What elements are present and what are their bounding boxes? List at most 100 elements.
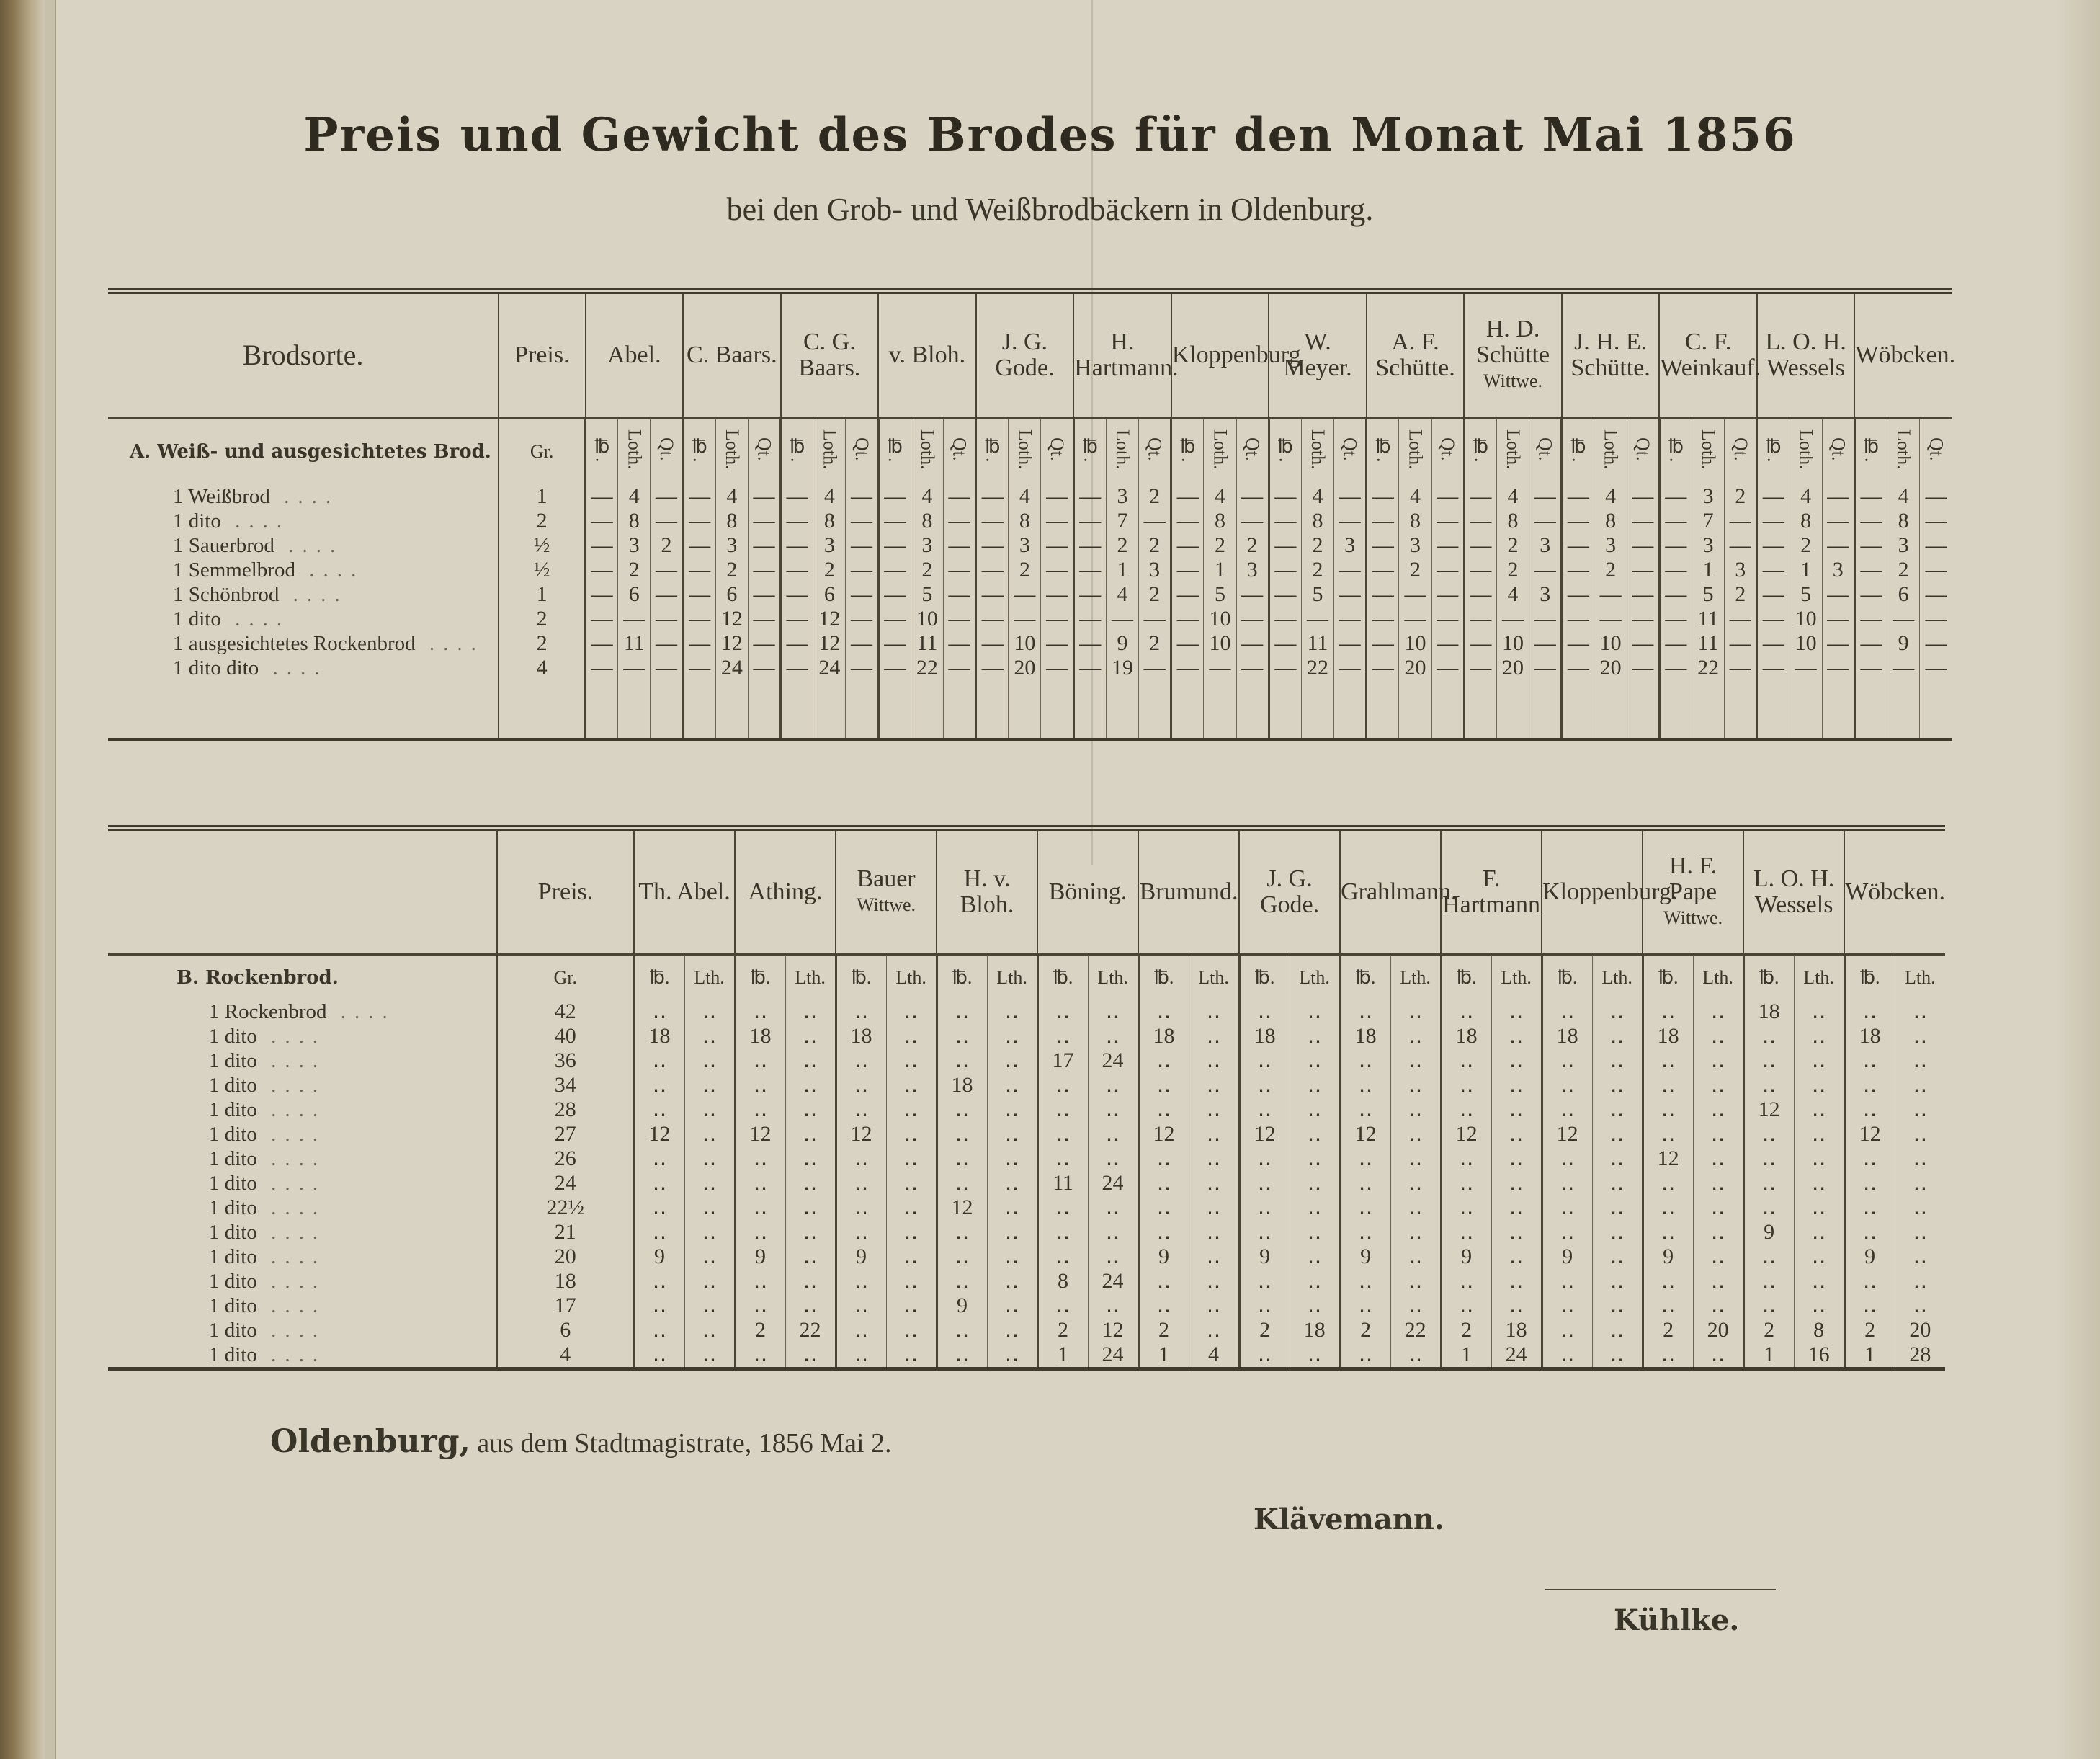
baker-header: F. Hartmann	[1440, 828, 1542, 956]
bread-price: 40	[496, 1024, 634, 1048]
weight-loth: 11	[1300, 631, 1334, 656]
weight-pfund: —	[584, 558, 618, 582]
baker-header: Wöbcken.	[1854, 291, 1955, 419]
weight-pfund: —	[1072, 509, 1107, 533]
weight-pfund: ‥	[1137, 1269, 1189, 1293]
unit-qt: Qt.	[1138, 418, 1171, 484]
weight-pfund: ‥	[1742, 1171, 1795, 1195]
weight-qt: —	[942, 656, 976, 680]
weight-loth: ‥	[1692, 1171, 1744, 1195]
weight-loth: ‥	[1591, 1293, 1643, 1318]
weight-pfund: ‥	[1540, 999, 1593, 1024]
weight-loth: 5	[910, 582, 944, 607]
weight-pfund: ‥	[1137, 1048, 1189, 1073]
weight-loth: ‥	[986, 1342, 1038, 1369]
weight-pfund: 18	[1843, 1024, 1895, 1048]
weight-qt: —	[1529, 558, 1562, 582]
unit-qt: Qt.	[1333, 418, 1367, 484]
weight-qt: —	[1040, 582, 1074, 607]
table-row: 1 dito .... 2—8— —8— —8— —8— —8— —7— —8— —8— —8— —…	[108, 509, 1952, 533]
weight-qt: —	[1040, 656, 1074, 680]
weight-pfund: ‥	[935, 1220, 988, 1244]
weight-loth: ‥	[1188, 1097, 1240, 1122]
weight-pfund: —	[1658, 558, 1692, 582]
weight-loth: ‥	[1894, 1122, 1946, 1146]
weight-loth: 1	[1203, 558, 1237, 582]
weight-pfund: 18	[1641, 1024, 1694, 1048]
weight-pfund: —	[584, 631, 618, 656]
weight-pfund: —	[1658, 582, 1692, 607]
weight-loth: ‥	[1491, 1073, 1542, 1097]
weight-qt: —	[1821, 509, 1855, 533]
bread-name: dito	[224, 1049, 257, 1072]
unit-label: Qt.	[1730, 437, 1751, 461]
bread-type: 1 dito ....	[108, 1146, 497, 1171]
weight-loth: ‥	[1591, 1122, 1643, 1146]
weight-pfund: —	[975, 607, 1009, 631]
weight-pfund: —	[1072, 533, 1107, 558]
weight-loth: —	[1398, 582, 1432, 607]
bread-count: 1	[209, 1172, 220, 1195]
unit-label: Loth.	[1014, 429, 1036, 470]
weight-pfund: —	[877, 607, 911, 631]
weight-pfund: ‥	[1238, 1146, 1290, 1171]
weight-loth: 4	[1300, 484, 1334, 509]
weight-pfund: ‥	[1238, 1293, 1290, 1318]
weight-pfund: ‥	[733, 1342, 786, 1369]
weight-qt: —	[1431, 533, 1465, 558]
weight-pfund: —	[1560, 656, 1594, 680]
bread-name: dito	[224, 1172, 257, 1195]
bread-price: 6	[496, 1318, 634, 1342]
weight-loth: ‥	[785, 1122, 836, 1146]
weight-loth: 18	[1289, 1318, 1341, 1342]
bread-count: 1	[173, 558, 184, 582]
unit-pfund: ℔.	[1560, 418, 1594, 484]
weight-loth: ‥	[785, 1171, 836, 1195]
weight-pfund: ‥	[1742, 1024, 1795, 1048]
weight-loth: 1	[1789, 558, 1823, 582]
weight-loth: 22	[910, 656, 944, 680]
weight-loth: ‥	[1188, 1073, 1240, 1097]
weight-pfund: ‥	[1641, 1097, 1694, 1122]
weight-loth: ‥	[1491, 1269, 1542, 1293]
bread-count: 1	[209, 1074, 220, 1097]
weight-pfund: ‥	[1439, 1269, 1492, 1293]
weight-qt: —	[1431, 582, 1465, 607]
weight-qt: —	[650, 582, 684, 607]
weight-qt: —	[1626, 582, 1660, 607]
bread-type: 1 Semmelbrod ....	[108, 558, 499, 582]
spacer	[1365, 680, 1399, 739]
weight-loth: ‥	[1188, 1146, 1240, 1171]
weight-loth: 20	[1008, 656, 1041, 680]
weight-pfund: —	[1658, 607, 1692, 631]
unit-loth: Lth.	[1289, 955, 1341, 999]
weight-loth: 10	[1496, 631, 1529, 656]
weight-qt: —	[1626, 607, 1660, 631]
weight-pfund: ‥	[1439, 999, 1492, 1024]
weight-pfund: —	[975, 533, 1009, 558]
weight-loth: —	[1594, 607, 1627, 631]
weight-pfund: ‥	[733, 1171, 786, 1195]
weight-qt: —	[1919, 558, 1952, 582]
weight-pfund: ‥	[1036, 1024, 1089, 1048]
unit-loth: Lth.	[986, 955, 1038, 999]
weight-loth: 4	[813, 484, 846, 509]
weight-pfund: —	[1756, 607, 1790, 631]
weight-loth: ‥	[1591, 1024, 1643, 1048]
weight-loth: ‥	[1390, 1097, 1442, 1122]
table-row: 1 dito .... 36 ‥ ‥ ‥ ‥ ‥ ‥ ‥ ‥ 17 24 ‥ ‥ ‥ ‥ ‥ ‥ ‥ ‥ ‥ ‥ ‥ ‥ ‥ ‥ ‥…	[108, 1048, 1946, 1073]
weight-pfund: ‥	[1238, 1195, 1290, 1220]
leader-dots: ....	[295, 558, 365, 582]
unit-pfund: ℔.	[1742, 955, 1795, 999]
weight-qt: —	[1040, 509, 1074, 533]
bread-name: Rockenbrod	[224, 1000, 327, 1023]
leader-dots: ....	[256, 1294, 327, 1317]
weight-loth: ‥	[1390, 1244, 1442, 1269]
unit-loth: Lth.	[785, 955, 836, 999]
weight-qt: —	[1333, 509, 1367, 533]
weight-pfund: ‥	[1641, 1048, 1694, 1073]
weight-loth: 22	[1390, 1318, 1442, 1342]
weight-qt: —	[1236, 582, 1269, 607]
bread-name: dito	[224, 1294, 257, 1317]
weight-qt: —	[942, 484, 976, 509]
